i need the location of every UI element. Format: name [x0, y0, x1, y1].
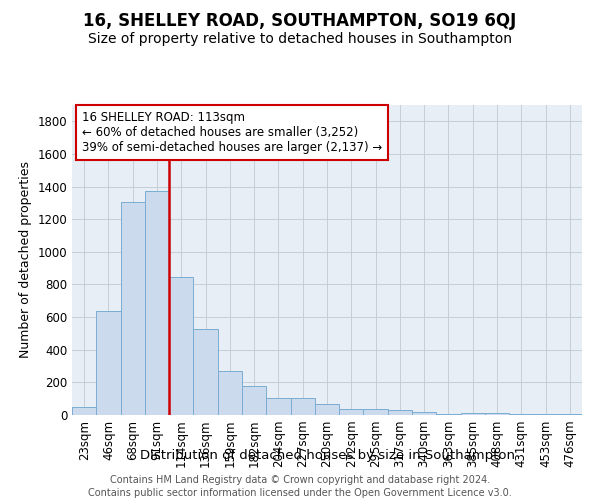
- Y-axis label: Number of detached properties: Number of detached properties: [19, 162, 32, 358]
- Bar: [72, 407, 96, 415]
- Bar: [339, 410, 364, 415]
- Bar: [558, 414, 582, 415]
- Text: 16, SHELLEY ROAD, SOUTHAMPTON, SO19 6QJ: 16, SHELLEY ROAD, SOUTHAMPTON, SO19 6QJ: [83, 12, 517, 30]
- Text: 16 SHELLEY ROAD: 113sqm
← 60% of detached houses are smaller (3,252)
39% of semi: 16 SHELLEY ROAD: 113sqm ← 60% of detache…: [82, 111, 382, 154]
- Text: Contains HM Land Registry data © Crown copyright and database right 2024.: Contains HM Land Registry data © Crown c…: [110, 475, 490, 485]
- Bar: [193, 330, 218, 415]
- Bar: [266, 398, 290, 415]
- Bar: [218, 371, 242, 415]
- Bar: [436, 414, 461, 415]
- Bar: [145, 190, 169, 415]
- Text: Distribution of detached houses by size in Southampton: Distribution of detached houses by size …: [139, 448, 515, 462]
- Bar: [461, 414, 485, 415]
- Bar: [412, 412, 436, 415]
- Bar: [388, 410, 412, 415]
- Bar: [315, 404, 339, 415]
- Bar: [121, 202, 145, 415]
- Bar: [485, 414, 509, 415]
- Text: Contains public sector information licensed under the Open Government Licence v3: Contains public sector information licen…: [88, 488, 512, 498]
- Bar: [242, 386, 266, 415]
- Bar: [169, 277, 193, 415]
- Bar: [509, 414, 533, 415]
- Text: Size of property relative to detached houses in Southampton: Size of property relative to detached ho…: [88, 32, 512, 46]
- Bar: [364, 410, 388, 415]
- Bar: [533, 414, 558, 415]
- Bar: [96, 312, 121, 415]
- Bar: [290, 398, 315, 415]
